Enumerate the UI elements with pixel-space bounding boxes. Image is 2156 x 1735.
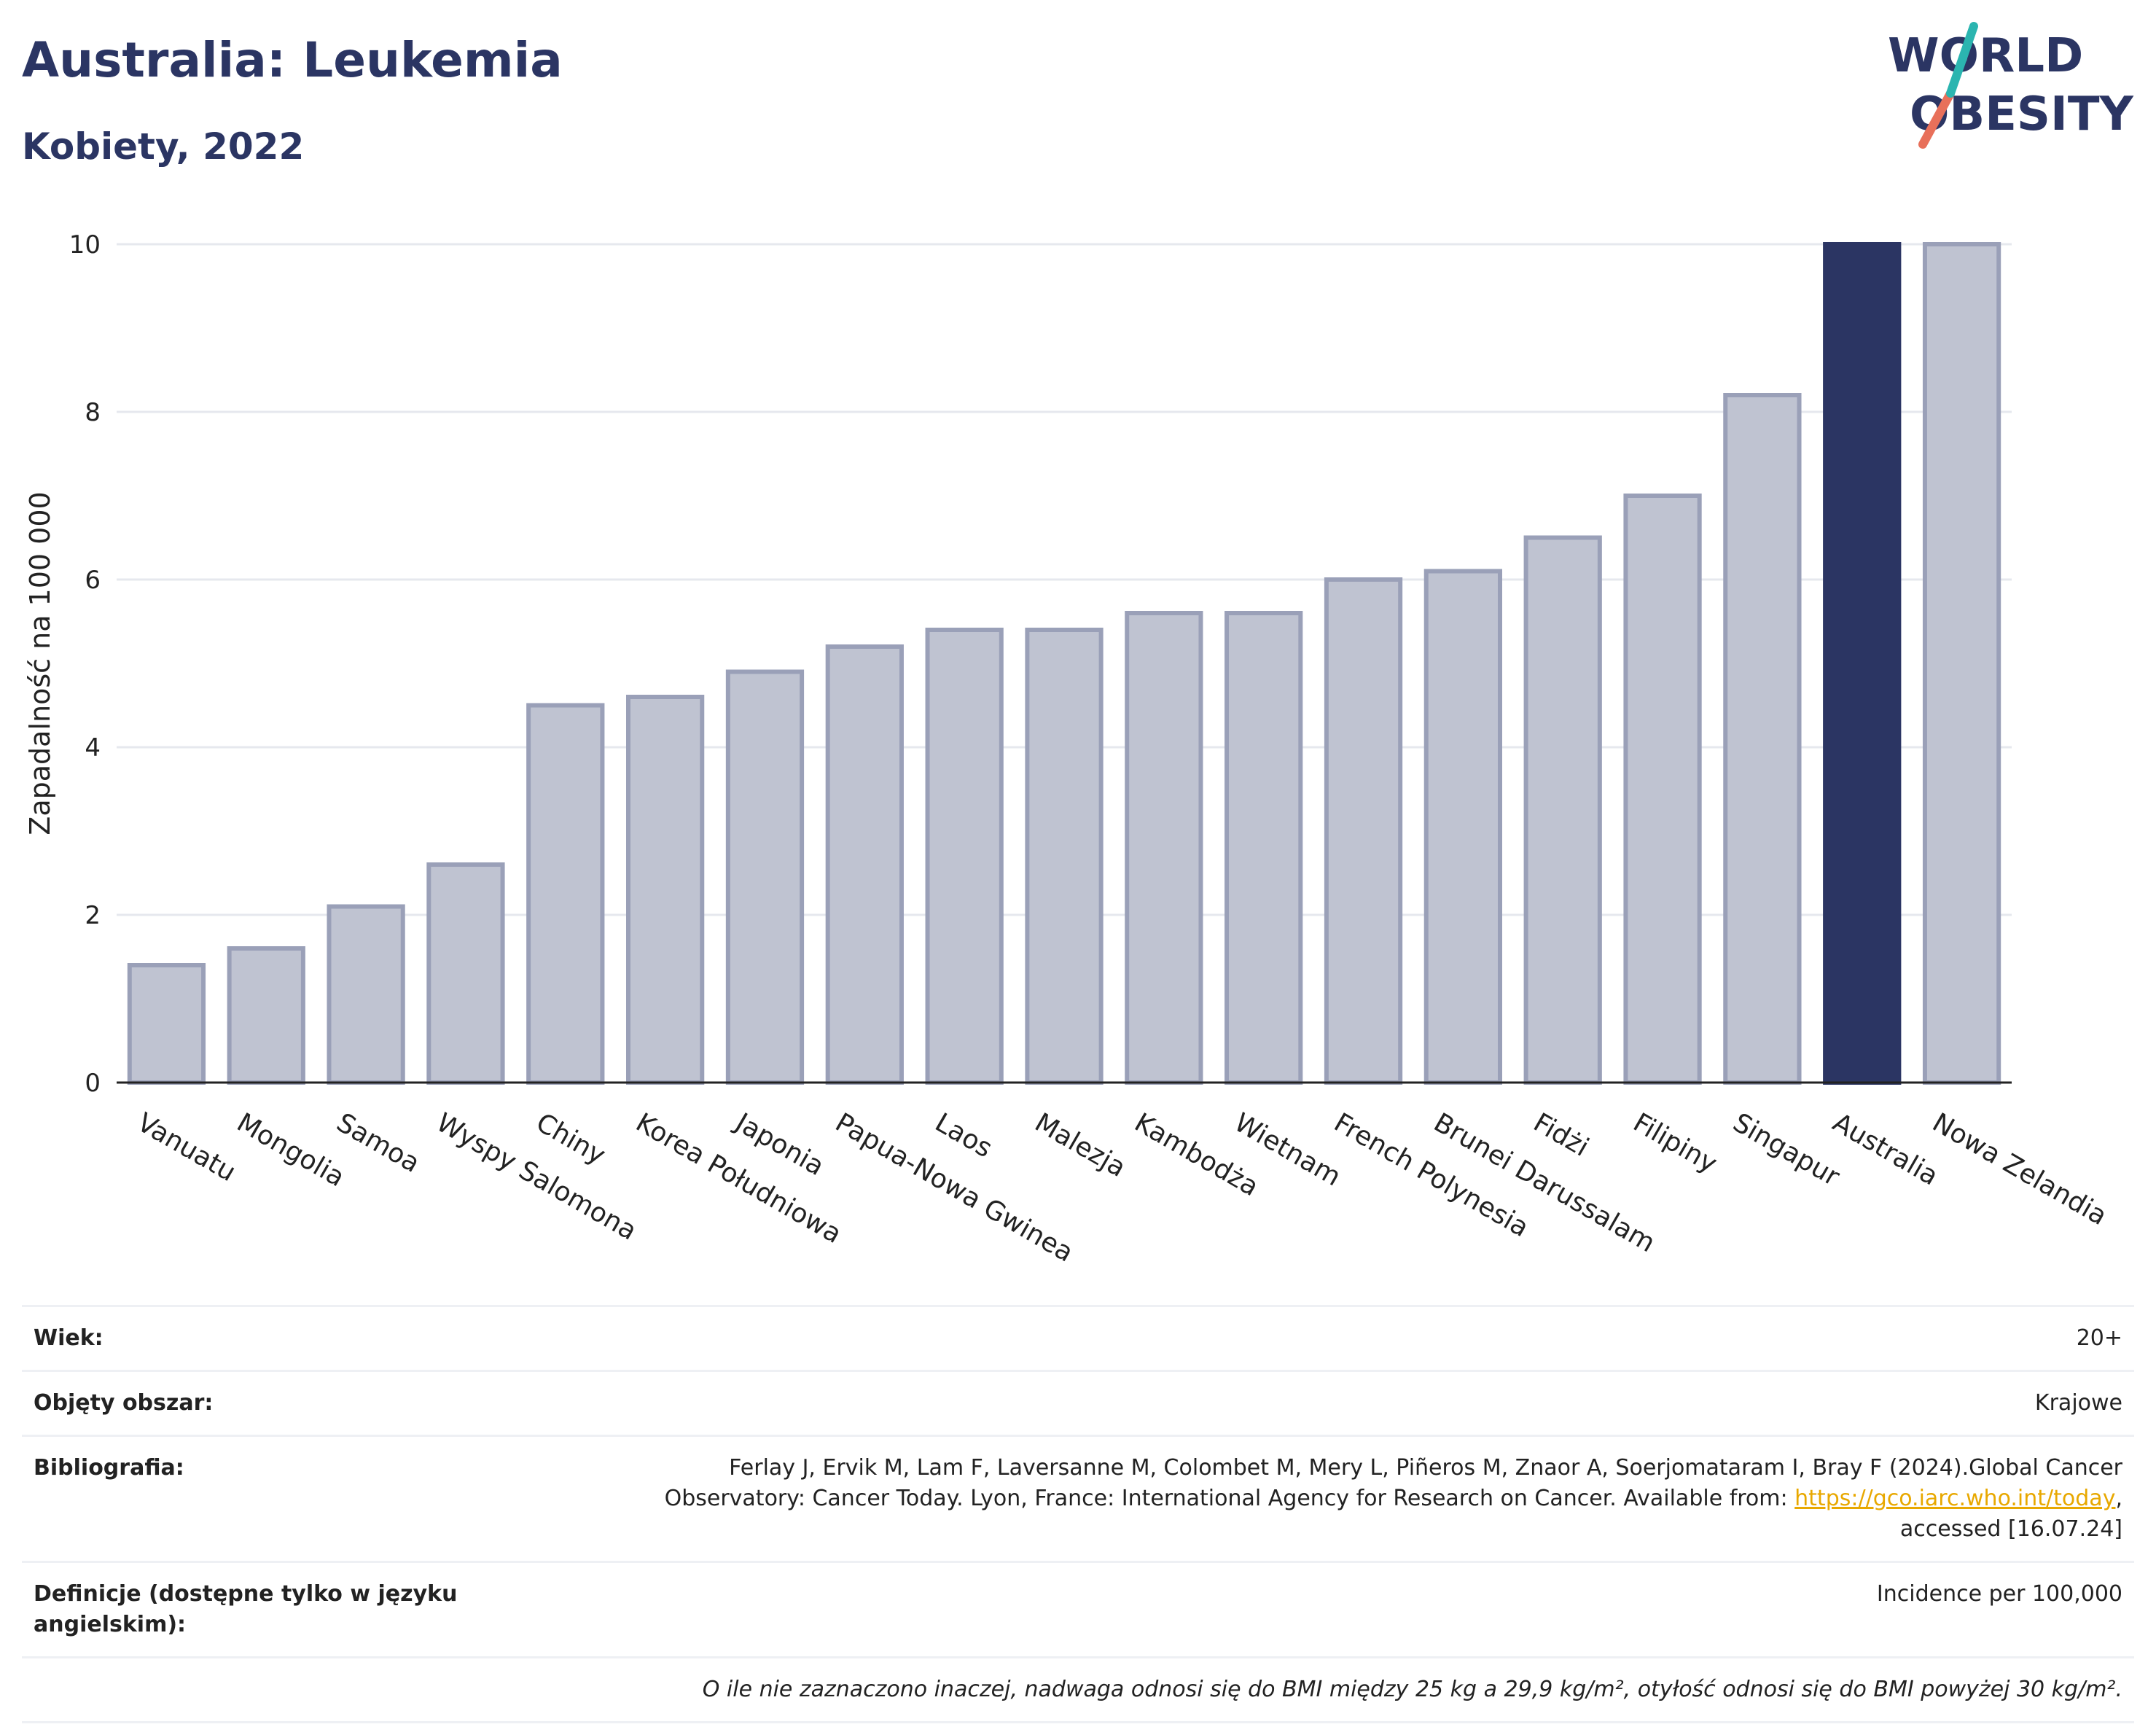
page-subtitle: Kobiety, 2022 [22, 125, 305, 168]
y-tick-label: 8 [85, 398, 101, 427]
bar-filipiny [1623, 494, 1702, 1085]
bar-chiny [526, 703, 605, 1085]
x-tick-label: Mongolia [232, 1107, 350, 1193]
logo-line1: WORLD [1888, 29, 2083, 83]
y-axis-ticks: 0 2 4 6 8 10 [69, 230, 101, 1098]
bar-kambod-a [1125, 611, 1203, 1085]
bar-laos [925, 628, 1004, 1085]
y-tick-label: 4 [85, 733, 101, 763]
page-title: Australia: Leukemia [22, 32, 563, 88]
x-tick-label: Fidżi [1528, 1107, 1594, 1162]
bar-mongolia [227, 946, 305, 1085]
definitions-label: Definicje (dostępne tylko w języku angie… [22, 1561, 483, 1658]
x-tick-label: Nowa Zelandia [1927, 1107, 2112, 1231]
bar-fid-i [1523, 535, 1602, 1085]
x-tick-label: Chiny [531, 1107, 610, 1171]
bar-japonia [725, 669, 805, 1085]
x-tick-label: Vanuatu [132, 1107, 241, 1188]
x-tick-label: Malezja [1030, 1107, 1130, 1183]
bar-wietnam [1225, 611, 1303, 1085]
logo-slash-coral [1918, 89, 1955, 149]
logo-slash-teal [1946, 22, 1978, 98]
bibliography-line2-end: , [2115, 1486, 2122, 1511]
bar-vanuatu [127, 963, 206, 1085]
bar-malezja [1025, 628, 1104, 1085]
bar-nowa-zelandia [1922, 242, 2001, 1085]
meta-row-area: Objęty obszar: Krajowe [22, 1370, 2134, 1436]
x-tick-label: Singapur [1728, 1107, 1845, 1192]
bmi-note: O ile nie zaznaczono inaczej, nadwaga od… [483, 1656, 2134, 1723]
definitions-value: Incidence per 100,000 [483, 1561, 2134, 1658]
bibliography-label: Bibliografia: [22, 1435, 483, 1562]
bibliography-line2: Observatory: Cancer Today. Lyon, France:… [664, 1486, 1795, 1511]
bar-singapur [1723, 393, 1802, 1085]
y-tick-label: 0 [85, 1069, 101, 1098]
bar-samoa [327, 904, 405, 1085]
x-tick-label: Australia [1827, 1107, 1942, 1191]
x-tick-label: Laos [930, 1107, 997, 1163]
bibliography-value: Ferlay J, Ervik M, Lam F, Laversanne M, … [483, 1435, 2134, 1562]
bar-papua-nowa-gwinea [825, 644, 904, 1085]
world-obesity-logo: WORLD OBESITY [1888, 22, 2133, 149]
bar-brunei-darussalam [1423, 569, 1502, 1085]
bar-australia [1823, 242, 1902, 1085]
bibliography-line1: Ferlay J, Ervik M, Lam F, Laversanne M, … [729, 1455, 2122, 1481]
x-tick-label: Filipiny [1628, 1107, 1722, 1179]
bar-wyspy-salomona [426, 862, 505, 1085]
metadata-table: Wiek: 20+ Objęty obszar: Krajowe Bibliog… [22, 1305, 2134, 1723]
meta-row-age: Wiek: 20+ [22, 1305, 2134, 1371]
y-tick-label: 10 [69, 230, 101, 260]
bibliography-line3: accessed [16.07.24] [1899, 1516, 2122, 1542]
meta-row-definitions: Definicje (dostępne tylko w języku angie… [22, 1561, 2134, 1658]
bar-korea-po-udniowa [626, 695, 705, 1085]
bars [127, 242, 2001, 1085]
y-axis-label: Zapadalność na 100 000 [24, 491, 56, 835]
bibliography-link[interactable]: https://gco.iarc.who.int/today [1794, 1486, 2116, 1511]
area-value: Krajowe [483, 1370, 2134, 1436]
y-tick-label: 6 [85, 566, 101, 595]
age-label: Wiek: [22, 1305, 483, 1371]
area-label: Objęty obszar: [22, 1370, 483, 1436]
meta-row-bibliography: Bibliografia: Ferlay J, Ervik M, Lam F, … [22, 1435, 2134, 1562]
age-value: 20+ [483, 1305, 2134, 1371]
bar-french-polynesia [1324, 577, 1403, 1085]
meta-row-note: O ile nie zaznaczono inaczej, nadwaga od… [22, 1656, 2134, 1723]
y-tick-label: 2 [85, 901, 101, 930]
